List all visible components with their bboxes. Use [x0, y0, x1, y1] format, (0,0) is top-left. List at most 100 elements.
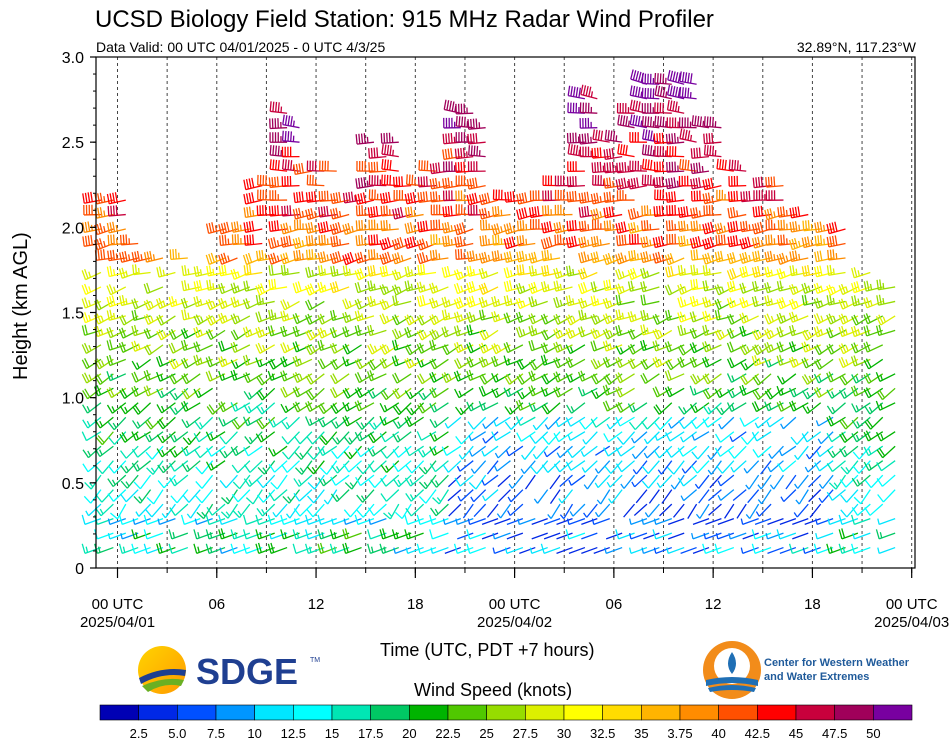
wind-barb-573 [404, 192, 424, 205]
wind-barb-1069 [653, 176, 672, 189]
wind-barb-157 [182, 431, 201, 446]
colorbar-box-16 [718, 704, 758, 721]
colorbar-box-20 [873, 704, 913, 721]
wind-barb-1450 [863, 372, 884, 384]
wind-barb-699 [466, 192, 486, 206]
wind-barb-185 [193, 279, 213, 292]
wind-barb-138 [169, 503, 189, 516]
wind-barb-781 [516, 358, 536, 370]
wind-barb-681 [473, 503, 487, 517]
wind-barb-1134 [695, 503, 710, 519]
wind-barb-127 [156, 416, 176, 430]
wind-barb-1425 [851, 503, 871, 516]
wind-barb-722 [478, 282, 499, 295]
wind-barb-1424 [850, 514, 871, 526]
wind-barb-592 [416, 252, 437, 265]
wind-barb-1 [81, 514, 102, 526]
wind-barb-1187 [703, 116, 722, 129]
wind-barb-235 [230, 341, 251, 353]
wind-barb-1404 [838, 543, 859, 554]
wind-barb-509 [380, 460, 400, 473]
wind-barb-771 [519, 546, 536, 554]
wind-barb-1048 [641, 73, 660, 85]
wind-barb-460 [354, 431, 375, 442]
wind-barb-302 [268, 264, 288, 276]
wind-barb-798 [529, 431, 549, 444]
wind-barb-626 [448, 503, 462, 517]
wind-barb-737 [491, 431, 511, 442]
wind-barb-420 [330, 402, 350, 415]
wind-barb-172 [196, 503, 214, 520]
wind-barb-701 [467, 161, 486, 173]
wind-barb-1141 [689, 402, 710, 414]
wind-barb-649 [457, 532, 474, 540]
wind-barb-158 [181, 416, 201, 429]
wind-barb-51 [106, 402, 127, 414]
wind-barb-814 [540, 543, 561, 554]
wind-barb-11 [81, 372, 102, 384]
wind-barb-514 [380, 387, 400, 401]
wind-barb-760 [503, 373, 524, 385]
wind-barb-1470 [876, 294, 896, 306]
wind-barb-281 [255, 311, 275, 323]
wind-barb-598 [430, 546, 449, 554]
wind-barb-1105 [667, 69, 685, 85]
wind-barb-1272 [751, 265, 772, 278]
wind-barb-1231 [728, 159, 747, 172]
wind-barb-647 [443, 99, 461, 114]
wind-barb-778 [515, 399, 536, 411]
wind-barb-1304 [780, 489, 797, 503]
wind-barb-502 [368, 161, 387, 173]
wind-barb-917 [594, 503, 611, 518]
wind-barb-279 [255, 342, 276, 354]
wind-barb-320 [281, 431, 300, 445]
wind-barb-1086 [664, 386, 685, 398]
wind-barb-1176 [702, 296, 722, 308]
wind-barb-1022 [644, 503, 660, 518]
wind-barb-1378 [813, 297, 834, 309]
wind-barb-458 [356, 460, 375, 475]
wind-barb-1228 [727, 206, 747, 219]
wind-barb-224 [230, 543, 251, 554]
wind-barb-557 [405, 489, 425, 502]
wind-barb-1423 [852, 532, 871, 540]
wind-barb-67 [120, 532, 139, 540]
wind-barb-702 [468, 145, 486, 158]
colorbar-label-15: 40 [711, 726, 725, 741]
wind-barb-385 [305, 208, 325, 221]
wind-barb-1462 [876, 460, 896, 472]
wind-barb-1129 [679, 86, 697, 100]
wind-barb-170 [193, 529, 213, 540]
wind-barb-478 [355, 133, 375, 145]
wind-barb-96 [131, 358, 151, 370]
wind-barb-408 [318, 205, 337, 218]
wind-barb-475 [354, 192, 375, 205]
wind-barb-1411 [839, 445, 859, 458]
wind-barb-1382 [814, 235, 834, 247]
wind-barb-177 [193, 431, 214, 443]
wind-barb-74 [119, 402, 139, 415]
wind-barb-838 [542, 175, 561, 187]
wind-barb-1278 [752, 176, 772, 189]
wind-barb-1063 [652, 328, 673, 340]
wind-barb-605 [429, 445, 449, 456]
wind-barb-1182 [703, 205, 722, 217]
chart-subtitle: Data Valid: 00 UTC 04/01/2025 - 0 UTC 4/… [96, 39, 386, 55]
wind-barb-395 [317, 445, 338, 457]
wind-barb-346 [294, 460, 313, 475]
wind-barb-1012 [628, 177, 648, 190]
wind-barb-1072 [653, 132, 672, 145]
wind-barb-579 [418, 460, 437, 475]
wind-barb-562 [405, 402, 425, 416]
wind-barb-800 [528, 402, 549, 413]
wind-barb-1263 [754, 416, 772, 429]
wind-barb-334 [281, 205, 300, 217]
wind-barb-260 [242, 252, 263, 266]
wind-barb-546 [391, 284, 412, 296]
colorbar-label-1: 5.0 [168, 726, 186, 741]
wind-barb-969 [615, 445, 635, 457]
wind-barb-604 [429, 460, 449, 473]
wind-barb-1432 [851, 402, 871, 413]
wind-barb-50 [107, 416, 127, 431]
colorbar-label-0: 2.5 [130, 726, 148, 741]
